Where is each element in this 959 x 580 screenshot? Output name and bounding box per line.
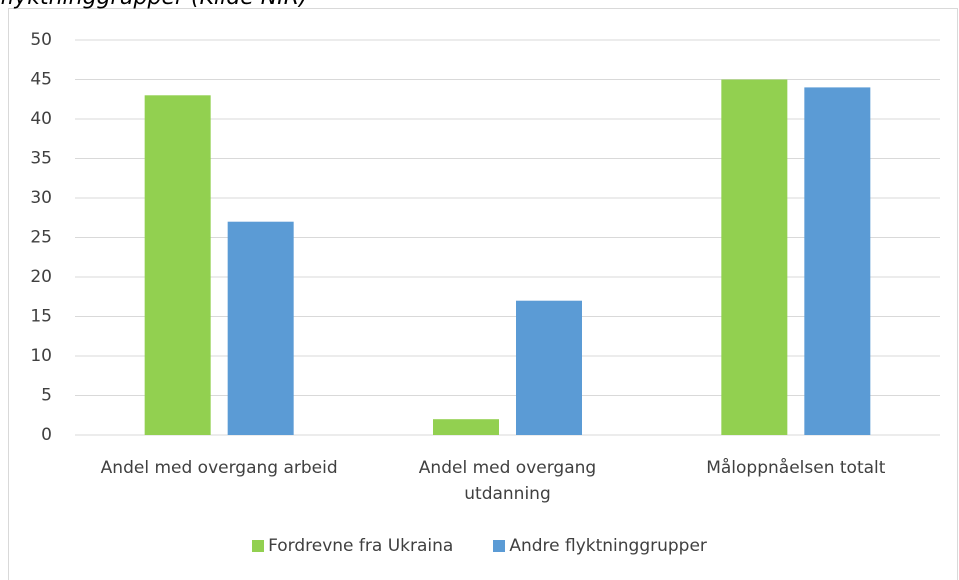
legend-item: Fordrevne fra Ukraina xyxy=(252,536,453,556)
y-tick-label: 50 xyxy=(30,30,52,50)
y-tick-label: 25 xyxy=(30,228,52,248)
y-tick-label: 15 xyxy=(30,307,52,327)
y-tick-label: 40 xyxy=(30,109,52,129)
y-tick-label: 30 xyxy=(30,188,52,208)
y-tick-label: 20 xyxy=(30,267,52,287)
y-tick-label: 0 xyxy=(41,425,52,445)
legend-item: Andre flyktninggrupper xyxy=(493,536,707,556)
legend-swatch xyxy=(493,540,506,552)
y-tick-label: 5 xyxy=(41,386,52,406)
x-tick-label: Andel med overgang arbeid xyxy=(100,458,338,478)
y-tick-label: 45 xyxy=(30,70,52,90)
legend: Fordrevne fra Ukraina Andre flyktninggrup… xyxy=(0,536,959,556)
bar xyxy=(433,419,499,435)
bar xyxy=(804,87,871,436)
chart-title: flyktninggrupper (Kilde NIR) xyxy=(0,0,308,10)
legend-label: Fordrevne fra Ukraina xyxy=(268,536,454,556)
bar xyxy=(516,300,582,435)
bar xyxy=(144,95,211,436)
bar xyxy=(721,79,788,435)
x-tick-label: Måloppnåelsen totalt xyxy=(706,458,886,478)
y-tick-label: 35 xyxy=(30,149,52,169)
y-tick-label: 10 xyxy=(30,346,52,366)
legend-label: Andre flyktninggrupper xyxy=(509,536,707,556)
legend-swatch xyxy=(252,540,265,552)
bar xyxy=(227,221,294,435)
x-tick-label: Andel med overgang utdanning xyxy=(418,458,597,504)
